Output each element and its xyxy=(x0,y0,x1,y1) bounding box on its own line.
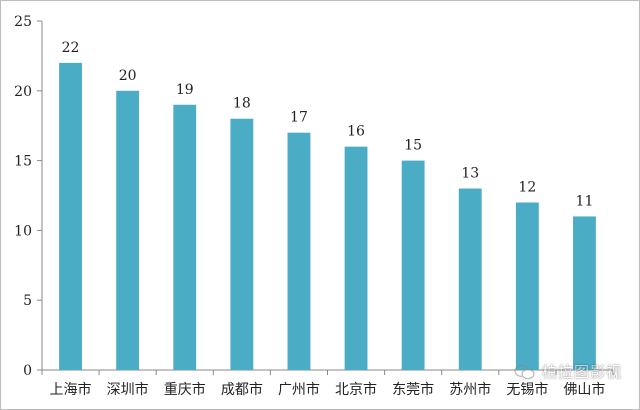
data-label: 15 xyxy=(404,138,422,154)
bar xyxy=(59,62,82,370)
bar xyxy=(230,118,254,370)
data-label: 12 xyxy=(518,179,536,195)
data-label: 16 xyxy=(347,124,365,140)
category-label: 上海市 xyxy=(50,381,92,398)
category-label: 无锡市 xyxy=(506,381,548,398)
category-label: 东莞市 xyxy=(392,381,434,398)
category-label: 深圳市 xyxy=(107,381,149,398)
y-tick-label: 15 xyxy=(14,154,32,170)
bar xyxy=(515,202,539,370)
bar xyxy=(287,132,311,370)
data-label: 13 xyxy=(461,166,479,182)
watermark: 柏拉图影视 xyxy=(514,361,622,382)
bar xyxy=(344,146,368,370)
data-label: 22 xyxy=(62,40,80,56)
data-label: 11 xyxy=(576,193,594,209)
category-label: 苏州市 xyxy=(449,381,491,398)
y-tick-label: 5 xyxy=(23,293,32,309)
y-tick-label: 25 xyxy=(14,14,32,30)
bar xyxy=(401,160,425,370)
y-tick-label: 10 xyxy=(14,223,32,239)
bar xyxy=(173,104,197,370)
data-label: 19 xyxy=(176,82,194,98)
y-tick-label: 20 xyxy=(14,84,32,100)
watermark-text: 柏拉图影视 xyxy=(541,363,622,381)
y-tick-label: 0 xyxy=(23,363,32,379)
bar xyxy=(116,90,140,371)
category-label: 北京市 xyxy=(335,381,377,398)
data-label: 18 xyxy=(233,96,251,112)
bar xyxy=(458,188,482,370)
category-label: 重庆市 xyxy=(164,381,206,398)
data-label: 20 xyxy=(119,68,137,84)
bar xyxy=(573,216,596,370)
data-label: 17 xyxy=(290,110,308,126)
wechat-icon xyxy=(514,364,536,380)
category-label: 佛山市 xyxy=(563,381,605,398)
category-label: 广州市 xyxy=(278,381,320,398)
category-label: 成都市 xyxy=(221,381,263,398)
